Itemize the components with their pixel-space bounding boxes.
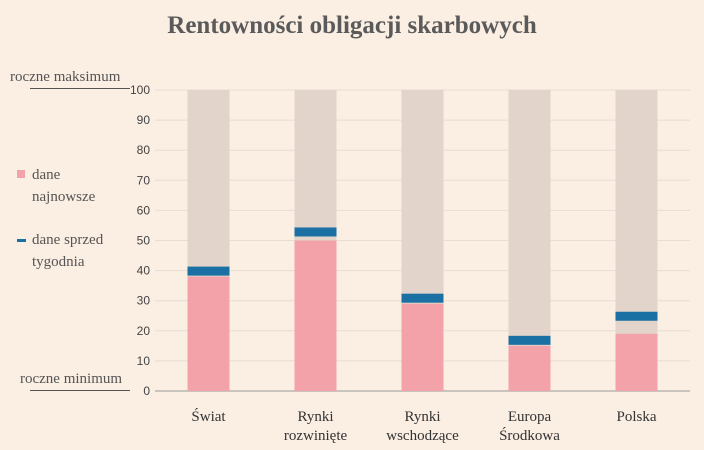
legend-week-ago-line1: dane sprzed (32, 232, 104, 248)
y-tick-label-30: 30 (137, 294, 151, 308)
x-tick-label-2-0: Rynki (404, 409, 440, 425)
legend-week-ago-swatch (17, 239, 26, 242)
y-tick-label-10: 10 (137, 354, 151, 368)
week-ago-marker-2 (401, 293, 444, 303)
latest-bar-4 (615, 333, 658, 391)
x-tick-label-3-0: Europa (508, 409, 552, 425)
chart-title: Rentowności obligacji skarbowych (167, 12, 537, 39)
latest-bar-2 (401, 303, 444, 391)
latest-bar-1 (294, 240, 337, 391)
y-tick-label-100: 100 (130, 83, 150, 97)
week-ago-marker-1 (294, 227, 337, 237)
annual-max-rule (30, 88, 130, 89)
legend-week-ago: dane sprzed tygodnia (17, 229, 104, 273)
latest-bar-3 (508, 345, 551, 391)
legend-week-ago-line2: tygodnia (32, 254, 85, 270)
y-tick-label-90: 90 (137, 113, 151, 127)
y-tick-label-20: 20 (137, 324, 151, 338)
annual-min-rule (30, 390, 130, 391)
y-tick-label-0: 0 (143, 384, 150, 398)
legend-latest-line2: najnowsze (32, 189, 96, 205)
y-tick-label-50: 50 (137, 234, 151, 248)
annual-max-label: roczne maksimum (10, 69, 121, 85)
x-tick-label-2-1: wschodzące (386, 428, 459, 444)
latest-bar-0 (187, 276, 230, 391)
x-tick-label-1-0: Rynki (297, 409, 333, 425)
y-tick-label-40: 40 (137, 264, 151, 278)
annual-min-label: roczne minimum (20, 371, 123, 387)
week-ago-marker-0 (187, 266, 230, 276)
x-tick-label-1-1: rozwinięte (284, 428, 348, 444)
y-tick-label-60: 60 (137, 203, 151, 217)
legend-latest-line1: dane (32, 167, 61, 183)
x-tick-label-0-0: Świat (191, 408, 226, 425)
week-ago-marker-4 (615, 311, 658, 321)
week-ago-marker-3 (508, 335, 551, 345)
y-tick-label-80: 80 (137, 143, 151, 157)
x-tick-label-4-0: Polska (616, 409, 656, 425)
legend-latest: dane najnowsze (17, 164, 96, 208)
legend-latest-swatch (17, 170, 25, 178)
y-tick-label-70: 70 (137, 173, 151, 187)
x-tick-label-3-1: Środkowa (499, 427, 560, 444)
